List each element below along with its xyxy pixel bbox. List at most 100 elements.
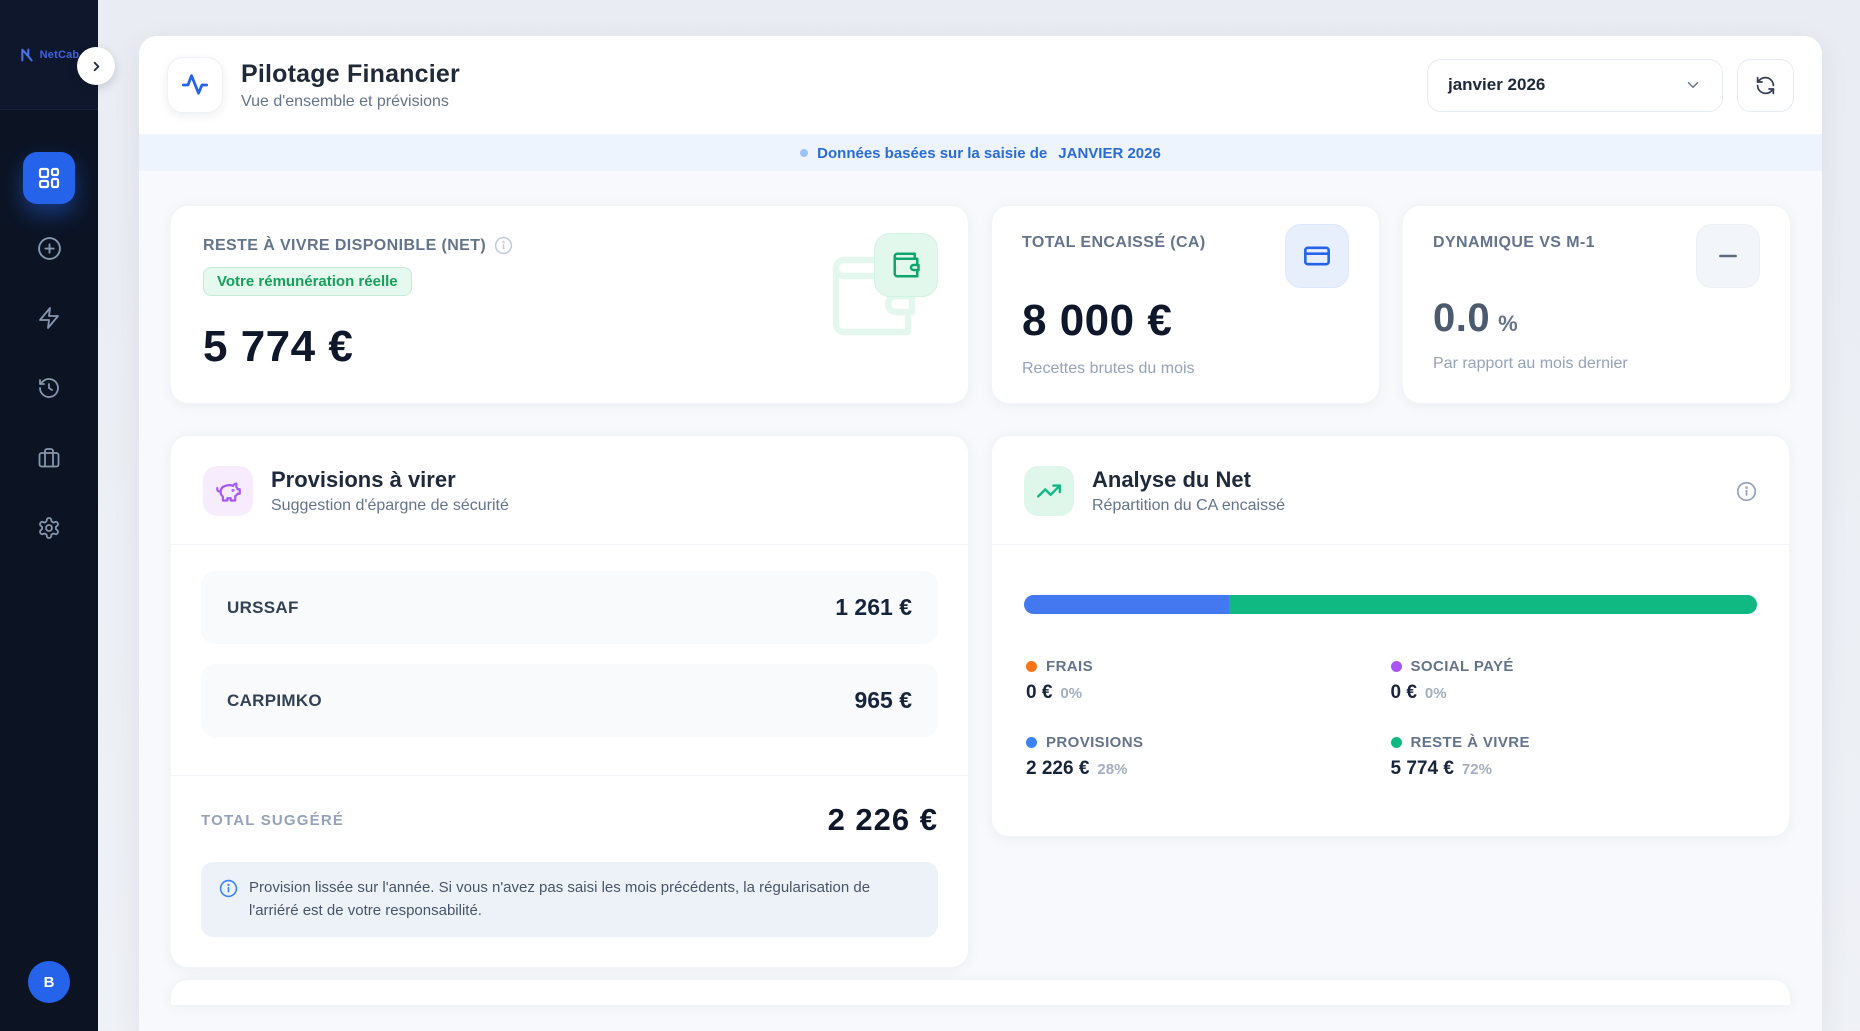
data-source-banner: Données basées sur la saisie de JANVIER … [139, 134, 1822, 171]
legend-pct: 72% [1461, 761, 1492, 778]
period-select-value: janvier 2026 [1448, 75, 1546, 94]
activity-icon [181, 74, 209, 95]
analyse-title: Analyse du Net [1092, 467, 1251, 492]
kpi-label: TOTAL ENCAISSÉ (CA) [1022, 234, 1206, 251]
sidebar-item-history[interactable] [23, 362, 75, 414]
provision-row-carpimko: CARPIMKO 965 € [201, 664, 938, 737]
piggy-bank-icon-box [203, 466, 253, 516]
kpi-label: DYNAMIQUE VS M-1 [1433, 234, 1595, 251]
wallet-icon-box [874, 233, 938, 297]
provisions-title: Provisions à virer [271, 467, 456, 492]
legend-item-provisions: PROVISIONS 2 226 € 28% [1026, 734, 1391, 780]
briefcase-icon [38, 448, 60, 468]
legend-dot-icon [1026, 661, 1037, 672]
total-suggere-value: 2 226 € [827, 802, 938, 837]
legend-label: FRAIS [1046, 658, 1093, 675]
banner-dot-icon [800, 149, 809, 157]
sidebar-nav [23, 152, 75, 554]
netcab-logo-icon [20, 48, 33, 61]
repartition-bar [1024, 595, 1757, 614]
dynamique-number: 0.0 [1433, 296, 1491, 340]
kpi-caption: Par rapport au mois dernier [1433, 355, 1628, 372]
minus-icon-box [1696, 224, 1760, 288]
refresh-button[interactable] [1737, 58, 1794, 112]
sidebar-item-dashboard[interactable] [23, 152, 75, 204]
legend-label: PROVISIONS [1046, 734, 1144, 751]
legend-dot-icon [1026, 737, 1037, 748]
kpi-value-total-encaisse: 8 000 € [1022, 296, 1173, 345]
bar-segment-reste-a-vivre [1229, 595, 1757, 614]
wallet-icon [893, 252, 920, 278]
legend-dot-icon [1390, 661, 1402, 672]
legend-item-frais: FRAIS 0 € 0% [1026, 658, 1391, 704]
sidebar-expand-button[interactable] [77, 47, 115, 85]
page-title: Pilotage Financier [241, 59, 460, 88]
chevron-right-icon [93, 61, 99, 71]
remuneration-badge: Votre rémunération réelle [203, 267, 412, 296]
chevron-down-icon [1687, 82, 1699, 88]
dynamique-unit: % [1498, 311, 1519, 336]
next-card-partial [170, 979, 1791, 1005]
trending-up-icon [1036, 484, 1062, 498]
dashboard-content: RESTE À VIVRE DISPONIBLE (NET) Votre rém… [139, 171, 1822, 1005]
sidebar: NetCab B [0, 0, 115, 1031]
info-icon[interactable] [1736, 481, 1757, 502]
divider [171, 544, 968, 545]
provision-row-urssaf: URSSAF 1 261 € [201, 571, 938, 644]
logo-text: NetCab [39, 48, 80, 61]
minus-icon [1719, 254, 1737, 258]
kpi-card-reste-a-vivre: RESTE À VIVRE DISPONIBLE (NET) Votre rém… [170, 205, 969, 404]
kpi-card-total-encaisse: TOTAL ENCAISSÉ (CA) 8 000 € Recettes bru… [991, 205, 1380, 404]
legend-value: 0 € [1026, 682, 1053, 703]
info-icon [219, 879, 238, 898]
zap-icon [39, 307, 59, 329]
legend-pct: 0% [1424, 685, 1447, 702]
piggy-bank-icon [215, 482, 241, 502]
analyse-net-card: Analyse du Net Répartition du CA encaiss… [991, 435, 1790, 837]
provision-value: 965 € [854, 687, 912, 713]
sidebar-item-business[interactable] [23, 432, 75, 484]
sidebar-item-actions[interactable] [23, 292, 75, 344]
divider [992, 544, 1789, 545]
legend-pct: 28% [1097, 761, 1128, 778]
kpi-caption: Recettes brutes du mois [1022, 360, 1195, 377]
analyse-subtitle: Répartition du CA encaissé [1092, 497, 1285, 514]
sidebar-item-add[interactable] [23, 222, 75, 274]
repartition-legend: FRAIS 0 € 0% SOCIAL PAYÉ 0 € 0% PROVISIONS… [1024, 658, 1757, 780]
info-icon[interactable] [494, 236, 513, 255]
legend-item-social-paye: SOCIAL PAYÉ 0 € 0% [1390, 658, 1756, 704]
page-icon-box [167, 57, 223, 113]
provision-label: URSSAF [227, 597, 299, 617]
divider [171, 775, 968, 776]
trending-up-icon-box [1024, 466, 1074, 516]
legend-dot-icon [1390, 737, 1402, 748]
kpi-value-reste-a-vivre: 5 774 € [203, 322, 354, 371]
kpi-card-dynamique: DYNAMIQUE VS M-1 0.0% Par rapport au moi… [1402, 205, 1791, 404]
legend-value: 5 774 € [1390, 758, 1454, 779]
kpi-label-text: RESTE À VIVRE DISPONIBLE (NET) [203, 236, 487, 254]
total-suggere-label: TOTAL SUGGÉRÉ [201, 811, 345, 829]
provision-note-text: Provision lissée sur l'année. Si vous n'… [249, 879, 871, 919]
credit-card-icon [1304, 246, 1330, 266]
credit-card-icon-box [1285, 224, 1349, 288]
legend-label: SOCIAL PAYÉ [1410, 658, 1514, 675]
page-header: Pilotage Financier Vue d'ensemble et pré… [139, 36, 1822, 134]
provision-note: Provision lissée sur l'année. Si vous n'… [201, 862, 938, 937]
user-avatar[interactable]: B [28, 961, 70, 1003]
sidebar-item-settings[interactable] [23, 502, 75, 554]
history-icon [39, 378, 59, 398]
period-select[interactable]: janvier 2026 [1427, 58, 1723, 112]
bar-segment-provisions [1024, 595, 1230, 614]
main-area: Pilotage Financier Vue d'ensemble et pré… [98, 0, 1860, 1031]
banner-period: JANVIER 2026 [1058, 144, 1161, 162]
legend-pct: 0% [1060, 685, 1083, 702]
provision-value: 1 261 € [835, 594, 912, 620]
settings-icon [39, 517, 59, 539]
dashboard-icon [38, 167, 60, 189]
dashboard-panel: Pilotage Financier Vue d'ensemble et pré… [139, 36, 1822, 1031]
legend-label: RESTE À VIVRE [1410, 734, 1530, 751]
kpi-value-dynamique: 0.0% [1433, 296, 1760, 341]
banner-text: Données basées sur la saisie de [817, 144, 1048, 162]
provisions-card: Provisions à virer Suggestion d'épargne … [170, 435, 969, 968]
page-subtitle: Vue d'ensemble et prévisions [241, 92, 449, 110]
